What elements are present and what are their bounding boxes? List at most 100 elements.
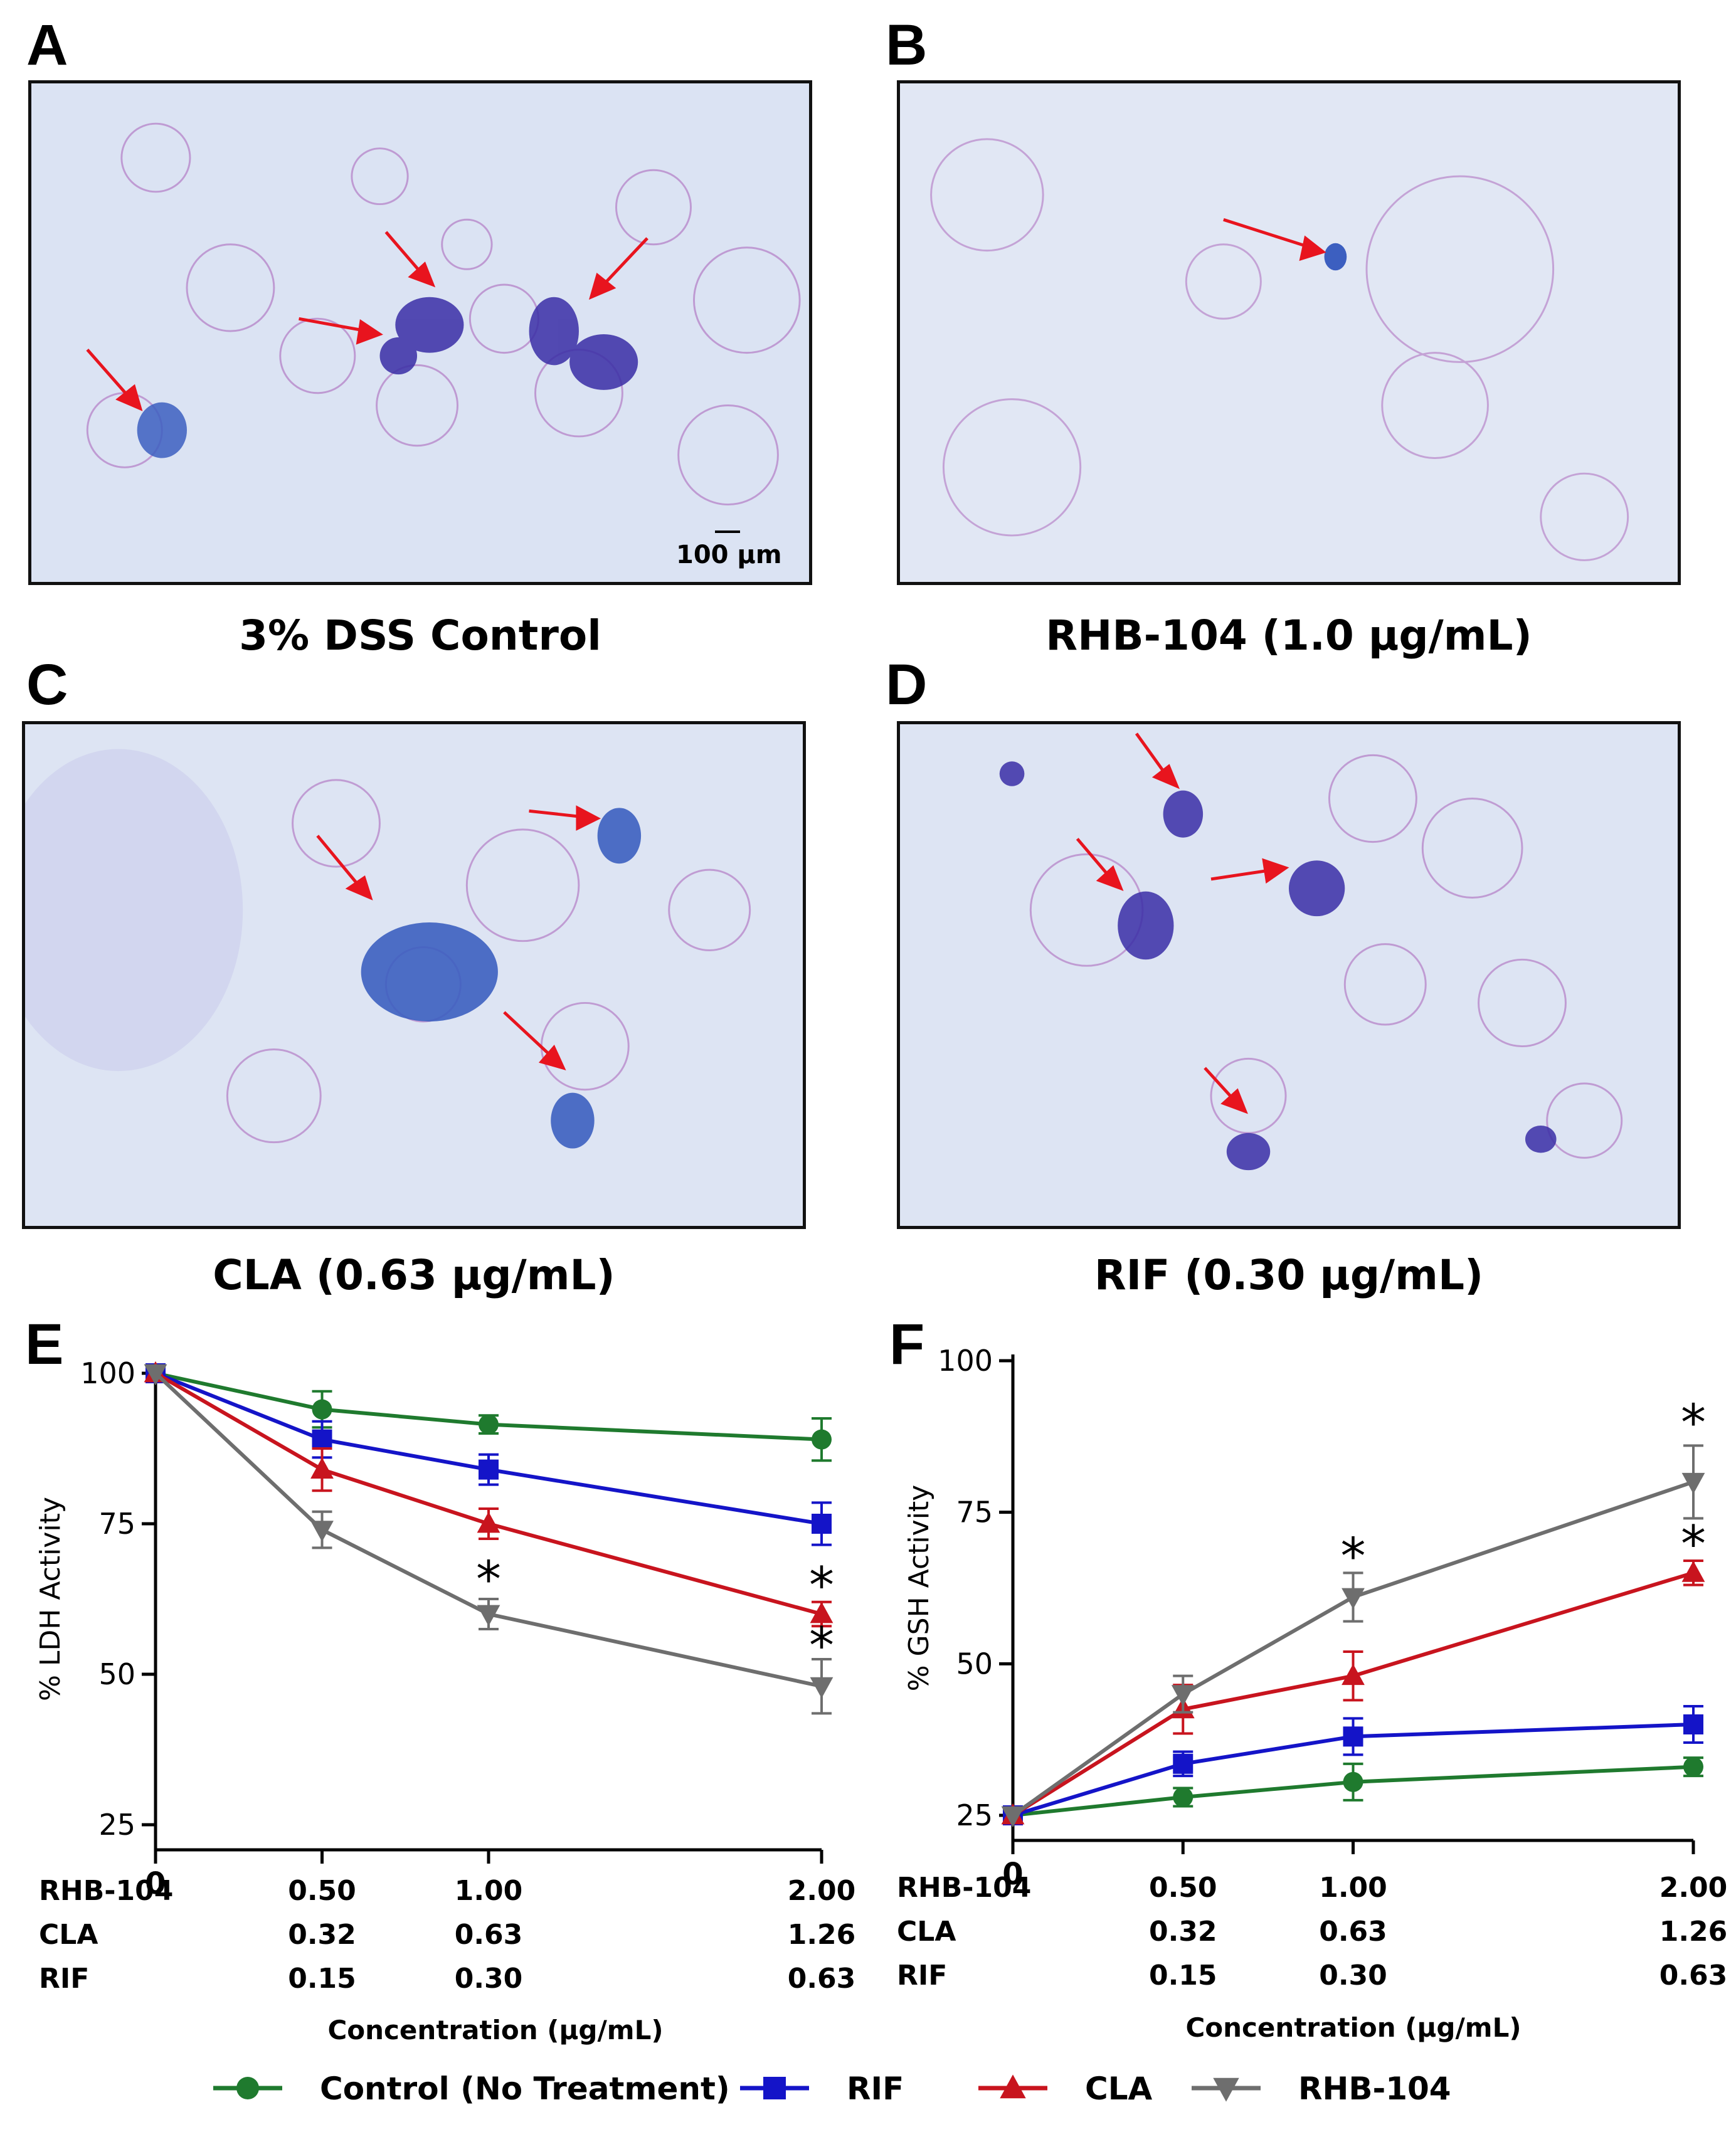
data-point-cla [477, 1511, 500, 1533]
x-row-value: 1.26 [788, 1919, 856, 1951]
chart-e: E 25 50 75 100 0 % LDH Activity RHB-104 0.50 1.00… [25, 1312, 855, 2045]
data-point-rif [1173, 1753, 1194, 1774]
caption-d: RIF (0.30 µg/mL) [1094, 1251, 1484, 1299]
x-row-value: 0.15 [288, 1963, 356, 1995]
y-axis-label: % GSH Activity [903, 1485, 935, 1691]
scale-bar-label: 100 µm [676, 541, 782, 569]
panel-letter-f: F [889, 1312, 924, 1376]
legend-item-control: Control (No Treatment) [213, 2071, 730, 2107]
y-tick-label: 25 [956, 1798, 993, 1832]
x-row-value: 0.63 [1659, 1960, 1728, 1992]
data-point-rhb [144, 1364, 167, 1386]
panel-letter-c: C [26, 653, 68, 717]
x-row-label: CLA [39, 1919, 98, 1951]
significance-star: * [1341, 1527, 1366, 1585]
chart-f: F 25 50 75 100 0 % GSH Activity RHB-104 0.50 1.00… [889, 1312, 1727, 2043]
scale-bar [715, 530, 740, 533]
charts-area: E 25 50 75 100 0 % LDH Activity RHB-104 0.50 1.00… [25, 1312, 1727, 2107]
significance-star: * [1681, 1394, 1706, 1452]
x-row-label: RHB-104 [897, 1872, 1031, 1904]
micrograph-d [897, 721, 1681, 1229]
legend-label: RHB-104 [1298, 2071, 1451, 2107]
data-point-rhb [1681, 1472, 1705, 1494]
data-point-rhb [1342, 1588, 1365, 1610]
series-line-control [155, 1371, 822, 1442]
x-row-value: 0.63 [455, 1919, 523, 1951]
caption-b: RHB-104 (1.0 µg/mL) [1045, 611, 1532, 660]
x-row-value: 2.00 [1659, 1872, 1728, 1904]
legend-item-cla: CLA [978, 2071, 1153, 2107]
data-point-cla [1681, 1561, 1705, 1582]
data-point-control [1683, 1756, 1703, 1777]
data-point-control [479, 1414, 499, 1435]
significance-star: * [476, 1550, 501, 1608]
series-line-rif [1012, 1723, 1694, 1817]
x-row-value: 1.00 [455, 1875, 523, 1907]
x-row-value: 0.15 [1149, 1960, 1217, 1992]
series-line-control [1012, 1765, 1694, 1817]
data-point-cla [810, 1602, 834, 1623]
micrograph-c [22, 721, 806, 1229]
legend-label: RIF [847, 2071, 904, 2107]
panel-letter-e: E [25, 1312, 63, 1376]
panel-letter-b: B [886, 13, 928, 77]
x-origin-label: 0 [145, 1866, 166, 1901]
significance-star: * [809, 1617, 834, 1675]
series-line-rif [154, 1371, 822, 1526]
x-origin-label: 0 [1002, 1857, 1023, 1892]
series-line-cla [154, 1371, 822, 1616]
legend-marker-rif [763, 2077, 786, 2099]
y-tick-label: 50 [98, 1657, 135, 1691]
x-row-value: 2.00 [788, 1875, 856, 1907]
data-point-control [1173, 1787, 1194, 1807]
x-row-label: RHB-104 [39, 1875, 173, 1907]
legend: Control (No Treatment) RIF CLA RHB-104 [213, 2071, 1451, 2107]
micrograph-b [897, 80, 1681, 585]
y-tick-label: 100 [938, 1344, 993, 1378]
x-axis-label: Concentration (µg/mL) [1185, 2012, 1521, 2043]
y-tick-label: 25 [98, 1808, 135, 1842]
series-rhb [1001, 1444, 1705, 1828]
x-row-value: 0.50 [1149, 1872, 1217, 1904]
legend-label: CLA [1085, 2071, 1153, 2107]
x-row-value: 0.50 [288, 1875, 356, 1907]
series-control [1003, 1756, 1703, 1825]
x-row-value: 0.32 [288, 1919, 356, 1951]
y-tick-label: 50 [956, 1647, 993, 1681]
data-point-rhb [310, 1521, 334, 1542]
panel-letter-a: A [26, 13, 68, 77]
significance-star: * [809, 1556, 834, 1615]
data-point-rif [312, 1429, 332, 1450]
series-line-cla [1012, 1571, 1694, 1817]
x-row-label: RIF [897, 1960, 947, 1992]
legend-marker-control [236, 2077, 259, 2099]
y-tick-label: 75 [956, 1496, 993, 1529]
y-tick-label: 100 [80, 1356, 135, 1390]
data-point-control [812, 1429, 832, 1450]
y-tick-label: 75 [98, 1507, 135, 1541]
data-point-rif [1683, 1714, 1703, 1734]
data-point-control [1343, 1771, 1363, 1792]
data-point-rif [1343, 1726, 1363, 1747]
data-point-rif [812, 1514, 832, 1534]
series-line-rhb [154, 1371, 822, 1689]
legend-marker-rhb [1213, 2077, 1239, 2102]
x-axis-label: Concentration (µg/mL) [327, 2015, 663, 2045]
x-row-value: 0.63 [788, 1963, 856, 1995]
data-point-cla [310, 1457, 334, 1479]
data-point-cla [1342, 1664, 1365, 1686]
micrograph-a [28, 80, 812, 585]
series-rhb [144, 1364, 834, 1715]
x-row-value: 0.32 [1149, 1916, 1217, 1948]
data-point-rhb [810, 1677, 834, 1699]
legend-item-rhb: RHB-104 [1192, 2071, 1451, 2107]
data-point-rhb [1171, 1685, 1195, 1706]
data-point-rhb [1001, 1806, 1025, 1828]
x-row-label: CLA [897, 1916, 956, 1948]
y-axis-label: % LDH Activity [34, 1497, 66, 1701]
data-point-control [312, 1399, 332, 1420]
x-row-value: 1.00 [1319, 1872, 1387, 1904]
legend-item-rif: RIF [740, 2071, 904, 2107]
data-point-rhb [477, 1605, 500, 1627]
caption-c: CLA (0.63 µg/mL) [213, 1251, 615, 1299]
